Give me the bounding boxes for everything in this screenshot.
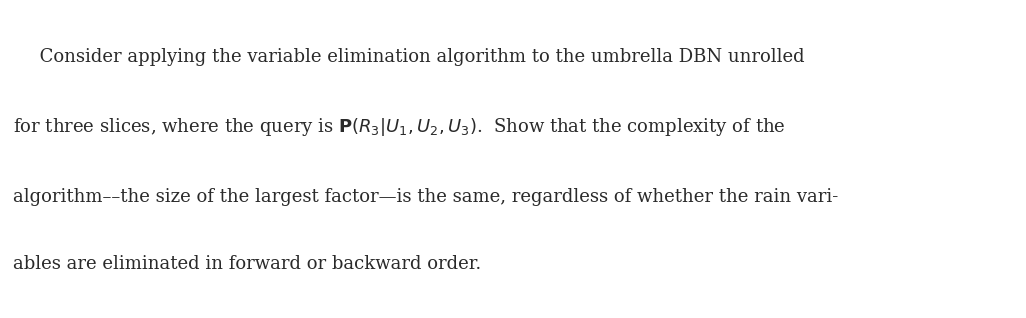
Text: Consider applying the variable elimination algorithm to the umbrella DBN unrolle: Consider applying the variable eliminati… — [13, 48, 805, 66]
Text: ables are eliminated in forward or backward order.: ables are eliminated in forward or backw… — [13, 255, 481, 273]
Text: for three slices, where the query is $\mathbf{P}(R_3|U_1,U_2,U_3)$.  Show that t: for three slices, where the query is $\m… — [13, 116, 786, 138]
Text: algorithm––the size of the largest factor—is the same, regardless of whether the: algorithm––the size of the largest facto… — [13, 188, 838, 206]
